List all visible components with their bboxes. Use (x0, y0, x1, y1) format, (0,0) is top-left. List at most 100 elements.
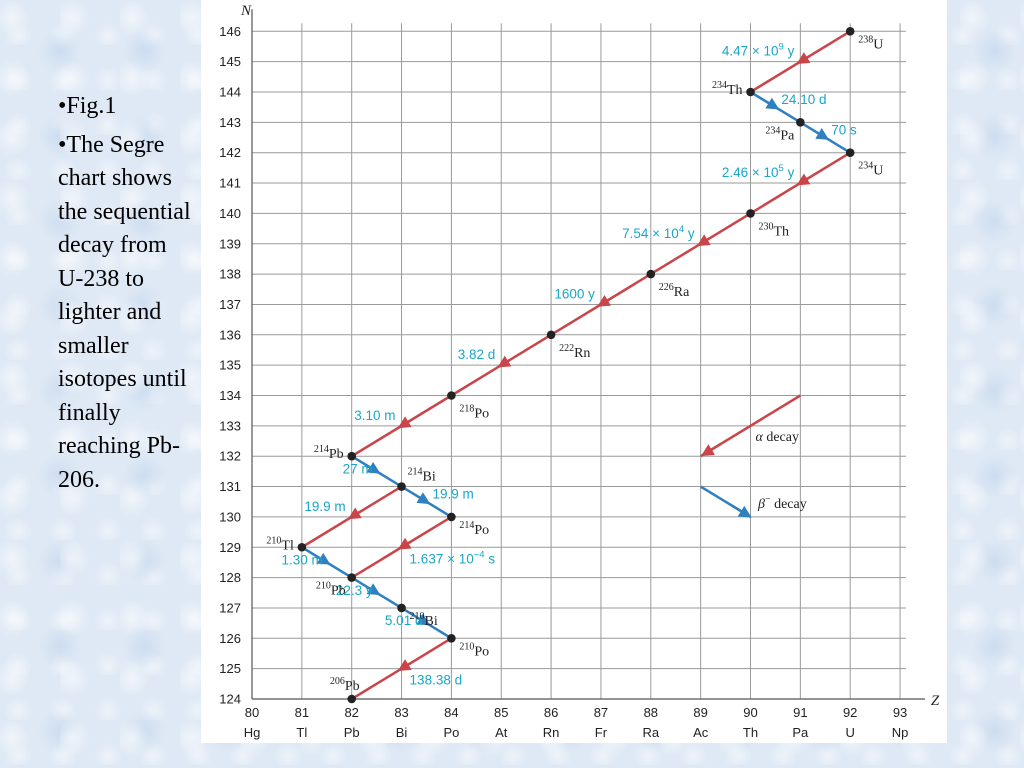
nuclide-node (746, 87, 755, 97)
nuclide-label: 226Ra (659, 282, 690, 300)
half-life-label: 2.46 × 105 y (722, 163, 795, 180)
alpha-decay-arrowhead (796, 52, 811, 64)
nuclide-node (347, 694, 356, 704)
nuclide-label: 234Pa (765, 125, 795, 143)
beta-decay-arrowhead (416, 613, 431, 626)
beta-decay-arrowhead (815, 128, 830, 140)
half-life-label: 27 m (343, 461, 373, 476)
half-life-label: 3.10 m (354, 408, 395, 423)
y-tick-label: 130 (219, 509, 241, 524)
half-life-label: 1.30 m (281, 552, 322, 567)
x-tick-label: 92 (843, 705, 857, 720)
y-tick-label: 142 (219, 145, 241, 160)
half-life-label: 1.637 × 10−4 s (410, 549, 496, 566)
y-tick-label: 136 (219, 327, 241, 342)
half-life-label: 5.01 d (385, 613, 423, 628)
nuclide-label: 234U (858, 161, 883, 179)
nuclide-node (845, 27, 855, 36)
nuclide-node (447, 391, 456, 400)
y-tick-label: 137 (219, 297, 241, 312)
beta-decay-arrowhead (416, 492, 431, 505)
y-tick-label: 144 (219, 85, 241, 100)
x-element-label: Hg (244, 725, 261, 740)
segre-chart-panel: 124 125 126 127 128 129 130 131 132 133 134 135 136 1… (201, 0, 947, 743)
nuclide-label: 222Rn (559, 343, 590, 361)
nuclide-label: 238U (858, 34, 883, 52)
x-element-label: Tl (296, 725, 307, 740)
half-life-label: 1600 y (554, 286, 595, 301)
alpha-decay-arrowhead (796, 173, 811, 186)
y-tick-label: 126 (219, 631, 241, 646)
x-tick-label: 89 (693, 705, 707, 720)
y-axis-title: N (240, 3, 252, 19)
nuclide-node (447, 634, 456, 643)
legend-beta-label: β− decay (757, 494, 807, 512)
nuclide-node (297, 542, 307, 552)
nuclide-node (646, 269, 656, 279)
x-tick-label: 87 (594, 705, 608, 720)
x-element-label: Np (892, 725, 909, 740)
legend-alpha-arrowhead (701, 442, 722, 456)
beta-decay-arrowhead (366, 461, 381, 474)
nuclide-label: 234Th (712, 80, 743, 98)
alpha-decay-arrowhead (696, 234, 711, 247)
nuclide-node (746, 209, 755, 218)
x-element-label: Ac (693, 725, 709, 740)
half-life-label: 24.10 d (781, 92, 826, 107)
y-tick-label: 146 (219, 24, 241, 39)
half-life-label: 138.38 d (410, 673, 463, 688)
half-life-label: 70 s (831, 123, 857, 138)
legend-alpha-label: α decay (755, 430, 799, 445)
x-tick-label: 90 (743, 705, 757, 720)
nuclide-node (347, 573, 356, 582)
nuclide-label: 214Po (459, 520, 489, 538)
x-element-label: Pa (792, 725, 809, 740)
y-tick-label: 128 (219, 570, 241, 585)
nuclide-node (796, 118, 805, 127)
x-tick-label: 93 (893, 705, 907, 720)
y-tick-label: 124 (219, 692, 241, 707)
half-life-label: 3.82 d (458, 347, 496, 362)
segre-chart: 124 125 126 127 128 129 130 131 132 133 134 135 136 1… (219, 3, 940, 740)
x-element-label: Bi (396, 725, 408, 740)
half-life-label: 4.47 × 109 y (722, 42, 795, 59)
half-life-label: 7.54 × 104 y (622, 224, 695, 241)
nuclide-label: 230Th (759, 221, 790, 239)
x-tick-label: 91 (793, 705, 807, 720)
x-element-label: Pb (344, 725, 360, 740)
nuclide-node (845, 148, 855, 157)
slide-text: •Fig.1 •The Segre chart shows the sequen… (58, 90, 193, 502)
x-element-label: Rn (543, 725, 560, 740)
x-element-label: Ra (642, 725, 659, 740)
x-element-label: Po (443, 725, 459, 740)
y-tick-label: 139 (219, 236, 241, 251)
x-tick-label: 84 (444, 705, 458, 720)
nuclide-node (347, 451, 356, 461)
x-tick-label: 80 (245, 705, 259, 720)
bullet-description: •The Segre chart shows the sequential de… (58, 131, 191, 493)
nuclide-label: 210Pb (316, 581, 346, 599)
x-axis-title: Z (931, 693, 940, 709)
alpha-decay-arrowhead (397, 537, 412, 550)
nuclide-node (397, 482, 406, 491)
y-tick-label: 145 (219, 54, 241, 69)
beta-decay-arrowhead (316, 552, 331, 565)
nuclide-label: 218Po (459, 404, 489, 422)
x-tick-label: 81 (295, 705, 309, 720)
y-tick-label: 125 (219, 661, 241, 676)
nuclide-label: 210Bi (410, 611, 438, 629)
alpha-decay-arrowhead (397, 659, 412, 671)
half-life-label: 19.9 m (432, 487, 473, 502)
y-tick-label: 131 (219, 479, 241, 494)
nuclide-node (546, 330, 556, 340)
beta-decay-arrowhead (765, 97, 780, 110)
y-tick-label: 127 (219, 600, 241, 615)
y-tick-label: 129 (219, 540, 241, 555)
bullet-fig-label: •Fig.1 (58, 93, 117, 119)
y-tick-label: 132 (219, 449, 241, 464)
nuclide-label: 214Pb (314, 444, 344, 462)
y-tick-label: 143 (219, 115, 241, 130)
legend-beta-arrowhead (729, 503, 752, 518)
nuclide-label: 210Po (459, 641, 489, 659)
y-tick-label: 133 (219, 418, 241, 433)
